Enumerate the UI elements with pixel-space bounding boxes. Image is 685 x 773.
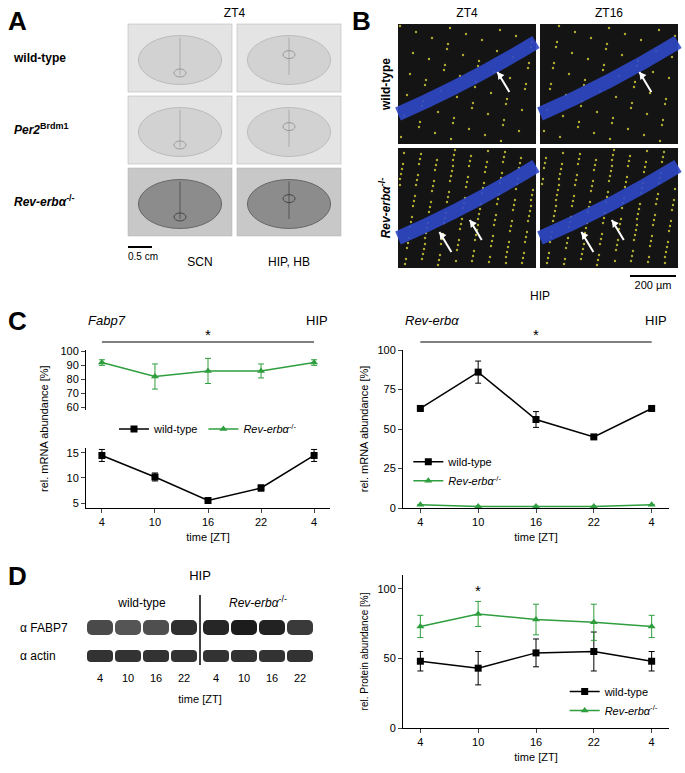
svg-text:rel. Protein abundance [%]: rel. Protein abundance [%] [359, 592, 370, 710]
svg-text:80: 80 [67, 373, 79, 385]
svg-text:wild-type: wild-type [13, 51, 66, 65]
svg-text:5: 5 [73, 497, 79, 509]
svg-text:A: A [8, 6, 27, 36]
svg-text:Fabp7: Fabp7 [88, 313, 126, 328]
svg-text:100: 100 [60, 345, 78, 357]
svg-text:wild-type: wild-type [604, 686, 648, 698]
svg-text:0: 0 [390, 502, 396, 514]
svg-text:25: 25 [384, 462, 396, 474]
svg-text:rel. mRNA abundance [%]: rel. mRNA abundance [%] [38, 365, 50, 492]
svg-text:10: 10 [472, 736, 484, 748]
svg-text:α FABP7: α FABP7 [20, 621, 68, 635]
svg-text:Rev-erbα-/-: Rev-erbα-/- [14, 193, 75, 209]
svg-text:4: 4 [213, 672, 219, 684]
svg-text:wild-type: wild-type [447, 456, 491, 468]
svg-text:10: 10 [122, 672, 134, 684]
svg-text:16: 16 [530, 736, 542, 748]
svg-text:ZT16: ZT16 [595, 6, 623, 20]
svg-text:B: B [352, 6, 371, 36]
svg-text:22: 22 [178, 672, 190, 684]
svg-text:time [ZT]: time [ZT] [514, 531, 557, 543]
svg-text:0: 0 [390, 722, 396, 734]
svg-text:4: 4 [649, 736, 655, 748]
svg-text:10: 10 [67, 472, 79, 484]
svg-text:Rev-erbα​-/-​: Rev-erbα​-/-​ [605, 703, 658, 717]
svg-text:ZT4: ZT4 [456, 6, 478, 20]
svg-text:16: 16 [202, 516, 214, 528]
svg-text:100: 100 [377, 344, 395, 356]
svg-text:HIP: HIP [189, 568, 211, 583]
svg-text:4: 4 [99, 516, 105, 528]
svg-text:rel. mRNA abundance [%]: rel. mRNA abundance [%] [358, 366, 370, 493]
svg-text:C: C [8, 306, 27, 336]
svg-text:0.5 cm: 0.5 cm [128, 251, 158, 262]
svg-text:HIP: HIP [306, 313, 328, 328]
svg-text:10: 10 [149, 516, 161, 528]
svg-text:*: * [533, 326, 539, 343]
svg-text:*: * [475, 582, 481, 599]
svg-text:SCN: SCN [187, 255, 212, 269]
svg-text:10: 10 [238, 672, 250, 684]
svg-text:α actin: α actin [20, 649, 56, 663]
svg-text:16: 16 [530, 516, 542, 528]
svg-text:4: 4 [649, 516, 655, 528]
svg-text:time [ZT]: time [ZT] [186, 531, 229, 543]
svg-text:16: 16 [150, 672, 162, 684]
svg-text:50: 50 [384, 652, 396, 664]
svg-text:200 µm: 200 µm [635, 279, 672, 291]
svg-text:22: 22 [588, 516, 600, 528]
svg-text:60: 60 [67, 401, 79, 413]
svg-text:4: 4 [97, 672, 103, 684]
svg-text:22: 22 [255, 516, 267, 528]
svg-text:wild-type: wild-type [153, 423, 197, 435]
svg-text:Rev-erbα​-/-​: Rev-erbα​-/-​ [243, 422, 296, 436]
svg-text:10: 10 [472, 516, 484, 528]
svg-text:16: 16 [266, 672, 278, 684]
svg-text:HIP: HIP [645, 313, 667, 328]
svg-text:wild-type: wild-type [117, 596, 166, 610]
svg-text:Rev-erbα-/-: Rev-erbα-/- [377, 178, 393, 239]
svg-text:70: 70 [67, 387, 79, 399]
svg-text:75: 75 [384, 383, 396, 395]
svg-text:Per2Brdm1: Per2Brdm1 [14, 121, 69, 137]
svg-text:100: 100 [377, 583, 395, 595]
svg-text:4: 4 [417, 736, 423, 748]
svg-text:*: * [205, 326, 211, 343]
svg-text:Rev-erbα: Rev-erbα [405, 313, 459, 328]
svg-text:D: D [8, 561, 27, 591]
svg-text:wild-type: wild-type [379, 58, 393, 111]
svg-text:22: 22 [588, 736, 600, 748]
svg-text:Rev-erbα-/-: Rev-erbα-/- [229, 594, 287, 610]
svg-text:HIP, HB: HIP, HB [268, 255, 310, 269]
svg-text:50: 50 [384, 423, 396, 435]
svg-text:Rev-erbα​-/-​: Rev-erbα​-/-​ [448, 474, 501, 488]
svg-text:4: 4 [311, 516, 317, 528]
svg-text:ZT4: ZT4 [224, 6, 246, 20]
svg-text:time [ZT]: time [ZT] [514, 751, 557, 763]
svg-text:22: 22 [294, 672, 306, 684]
svg-text:90: 90 [67, 359, 79, 371]
svg-text:time [ZT]: time [ZT] [178, 693, 221, 705]
svg-text:HIP: HIP [530, 289, 550, 303]
svg-text:15: 15 [67, 447, 79, 459]
svg-text:4: 4 [417, 516, 423, 528]
